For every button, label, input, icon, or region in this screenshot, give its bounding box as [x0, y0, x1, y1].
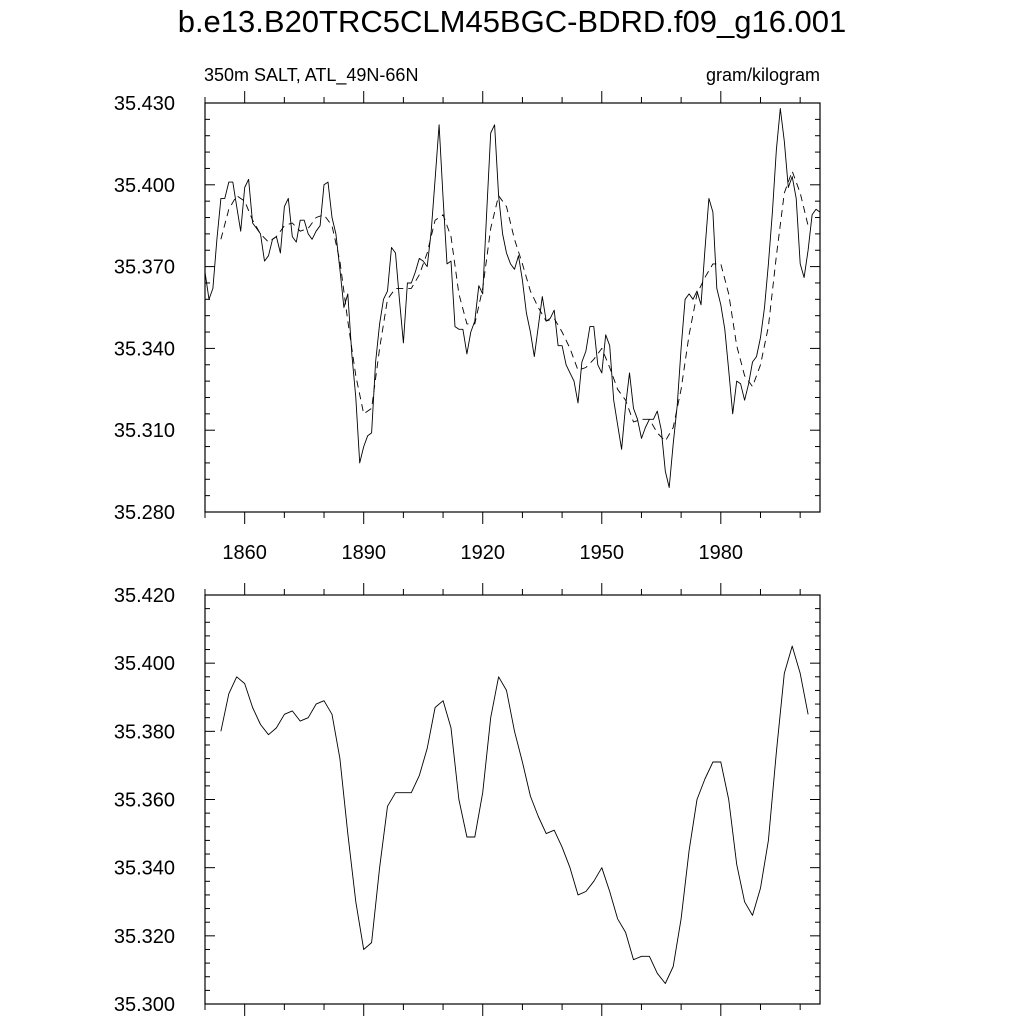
- chart-title: b.e13.B20TRC5CLM45BGC-BDRD.f09_g16.001: [177, 4, 847, 39]
- series-line: [220, 645, 809, 984]
- bottom-panel: 35.300 35.320 35.340 35.360 35.380 35.400 35.4…: [114, 583, 821, 1016]
- variable-label: 350m SALT, ATL_49N-66N: [204, 65, 419, 85]
- x-tick-label: 1950: [580, 542, 625, 564]
- y-tick-label: 35.340: [114, 858, 175, 880]
- x-tick-label: 1920: [460, 542, 505, 564]
- y-tick-label: 35.310: [114, 420, 175, 442]
- x-tick-label: 1980: [699, 542, 744, 564]
- y-tick-label: 35.400: [114, 175, 175, 197]
- y-tick-label: 35.380: [114, 721, 175, 743]
- y-tick-label: 35.300: [114, 994, 175, 1016]
- units-label: gram/kilogram: [705, 65, 820, 85]
- plot-frame: [204, 102, 821, 513]
- y-tick-label: 35.370: [114, 257, 175, 279]
- y-tick-label: 35.420: [114, 585, 175, 607]
- y-tick-label: 35.400: [114, 653, 175, 675]
- y-tick-label: 35.340: [114, 338, 175, 360]
- y-tick-label: 35.430: [114, 93, 175, 115]
- smoothed-series-line: [220, 170, 809, 442]
- x-tick-label: 1890: [341, 542, 386, 564]
- y-tick-label: 35.280: [114, 502, 175, 524]
- x-tick-label: 1860: [222, 542, 267, 564]
- plot-frame: [204, 594, 821, 1005]
- top-panel: 35.280 35.310 35.340 35.370 35.400 35.430 1860…: [114, 91, 821, 564]
- y-tick-label: 35.360: [114, 790, 175, 812]
- y-tick-label: 35.320: [114, 926, 175, 948]
- series-line: [204, 108, 821, 488]
